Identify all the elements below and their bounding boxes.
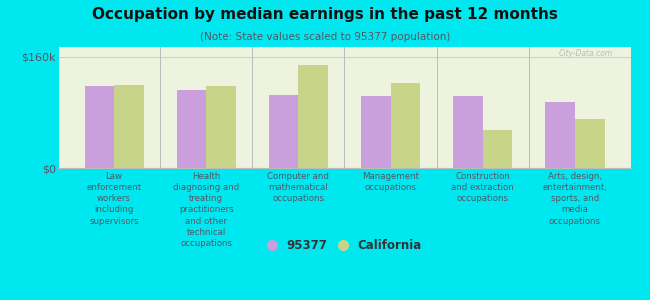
Text: Occupation by median earnings in the past 12 months: Occupation by median earnings in the pas…: [92, 8, 558, 22]
Bar: [206, 86, 236, 168]
Bar: [269, 95, 298, 168]
Text: City-Data.com: City-Data.com: [559, 49, 614, 58]
Bar: [84, 86, 114, 168]
Legend: 95377, California: 95377, California: [263, 234, 426, 257]
Bar: [575, 119, 604, 168]
Text: (Note: State values scaled to 95377 population): (Note: State values scaled to 95377 popu…: [200, 32, 450, 41]
Bar: [361, 96, 391, 168]
Bar: [114, 85, 144, 168]
Bar: [177, 90, 206, 168]
Bar: [391, 83, 420, 168]
Bar: [298, 65, 328, 168]
Bar: [545, 102, 575, 168]
Bar: [453, 97, 483, 168]
Bar: [483, 130, 512, 168]
